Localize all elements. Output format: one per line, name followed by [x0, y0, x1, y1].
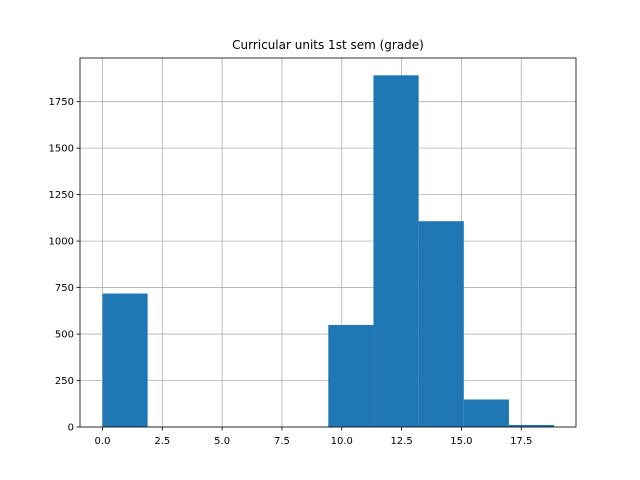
bars — [102, 75, 555, 428]
histogram-bar-0 — [102, 293, 148, 427]
histogram-bar-6 — [373, 75, 419, 428]
y-tick-label: 1750 — [49, 97, 74, 108]
y-tick-label: 750 — [55, 283, 74, 294]
x-tick-label: 2.5 — [154, 436, 170, 447]
histogram-bar-7 — [418, 221, 464, 427]
y-tick-label: 1250 — [49, 190, 74, 201]
x-tick-label: 12.5 — [390, 436, 412, 447]
x-tick-label: 10.0 — [331, 436, 353, 447]
chart-title: Curricular units 1st sem (grade) — [232, 38, 424, 52]
histogram-bar-9 — [508, 424, 555, 427]
x-tick-label: 5.0 — [214, 436, 230, 447]
y-axis: 0 250 500 750 1000 1250 1500 1750 — [49, 97, 80, 434]
histogram-bar-5 — [328, 324, 374, 427]
x-tick-label: 7.5 — [274, 436, 290, 447]
y-tick-label: 1000 — [49, 237, 74, 248]
y-tick-label: 500 — [55, 330, 74, 341]
y-tick-label: 0 — [68, 423, 74, 434]
plot-frame — [79, 57, 577, 428]
x-tick-label: 0.0 — [95, 436, 111, 447]
histogram-bar-8 — [463, 399, 509, 427]
x-tick-label: 17.5 — [510, 436, 532, 447]
y-tick-label: 250 — [55, 376, 74, 387]
x-tick-label: 15.0 — [450, 436, 472, 447]
y-tick-label: 1500 — [49, 144, 74, 155]
x-axis: 0.0 2.5 5.0 7.5 10.0 12.5 15.0 17.5 — [95, 427, 532, 447]
